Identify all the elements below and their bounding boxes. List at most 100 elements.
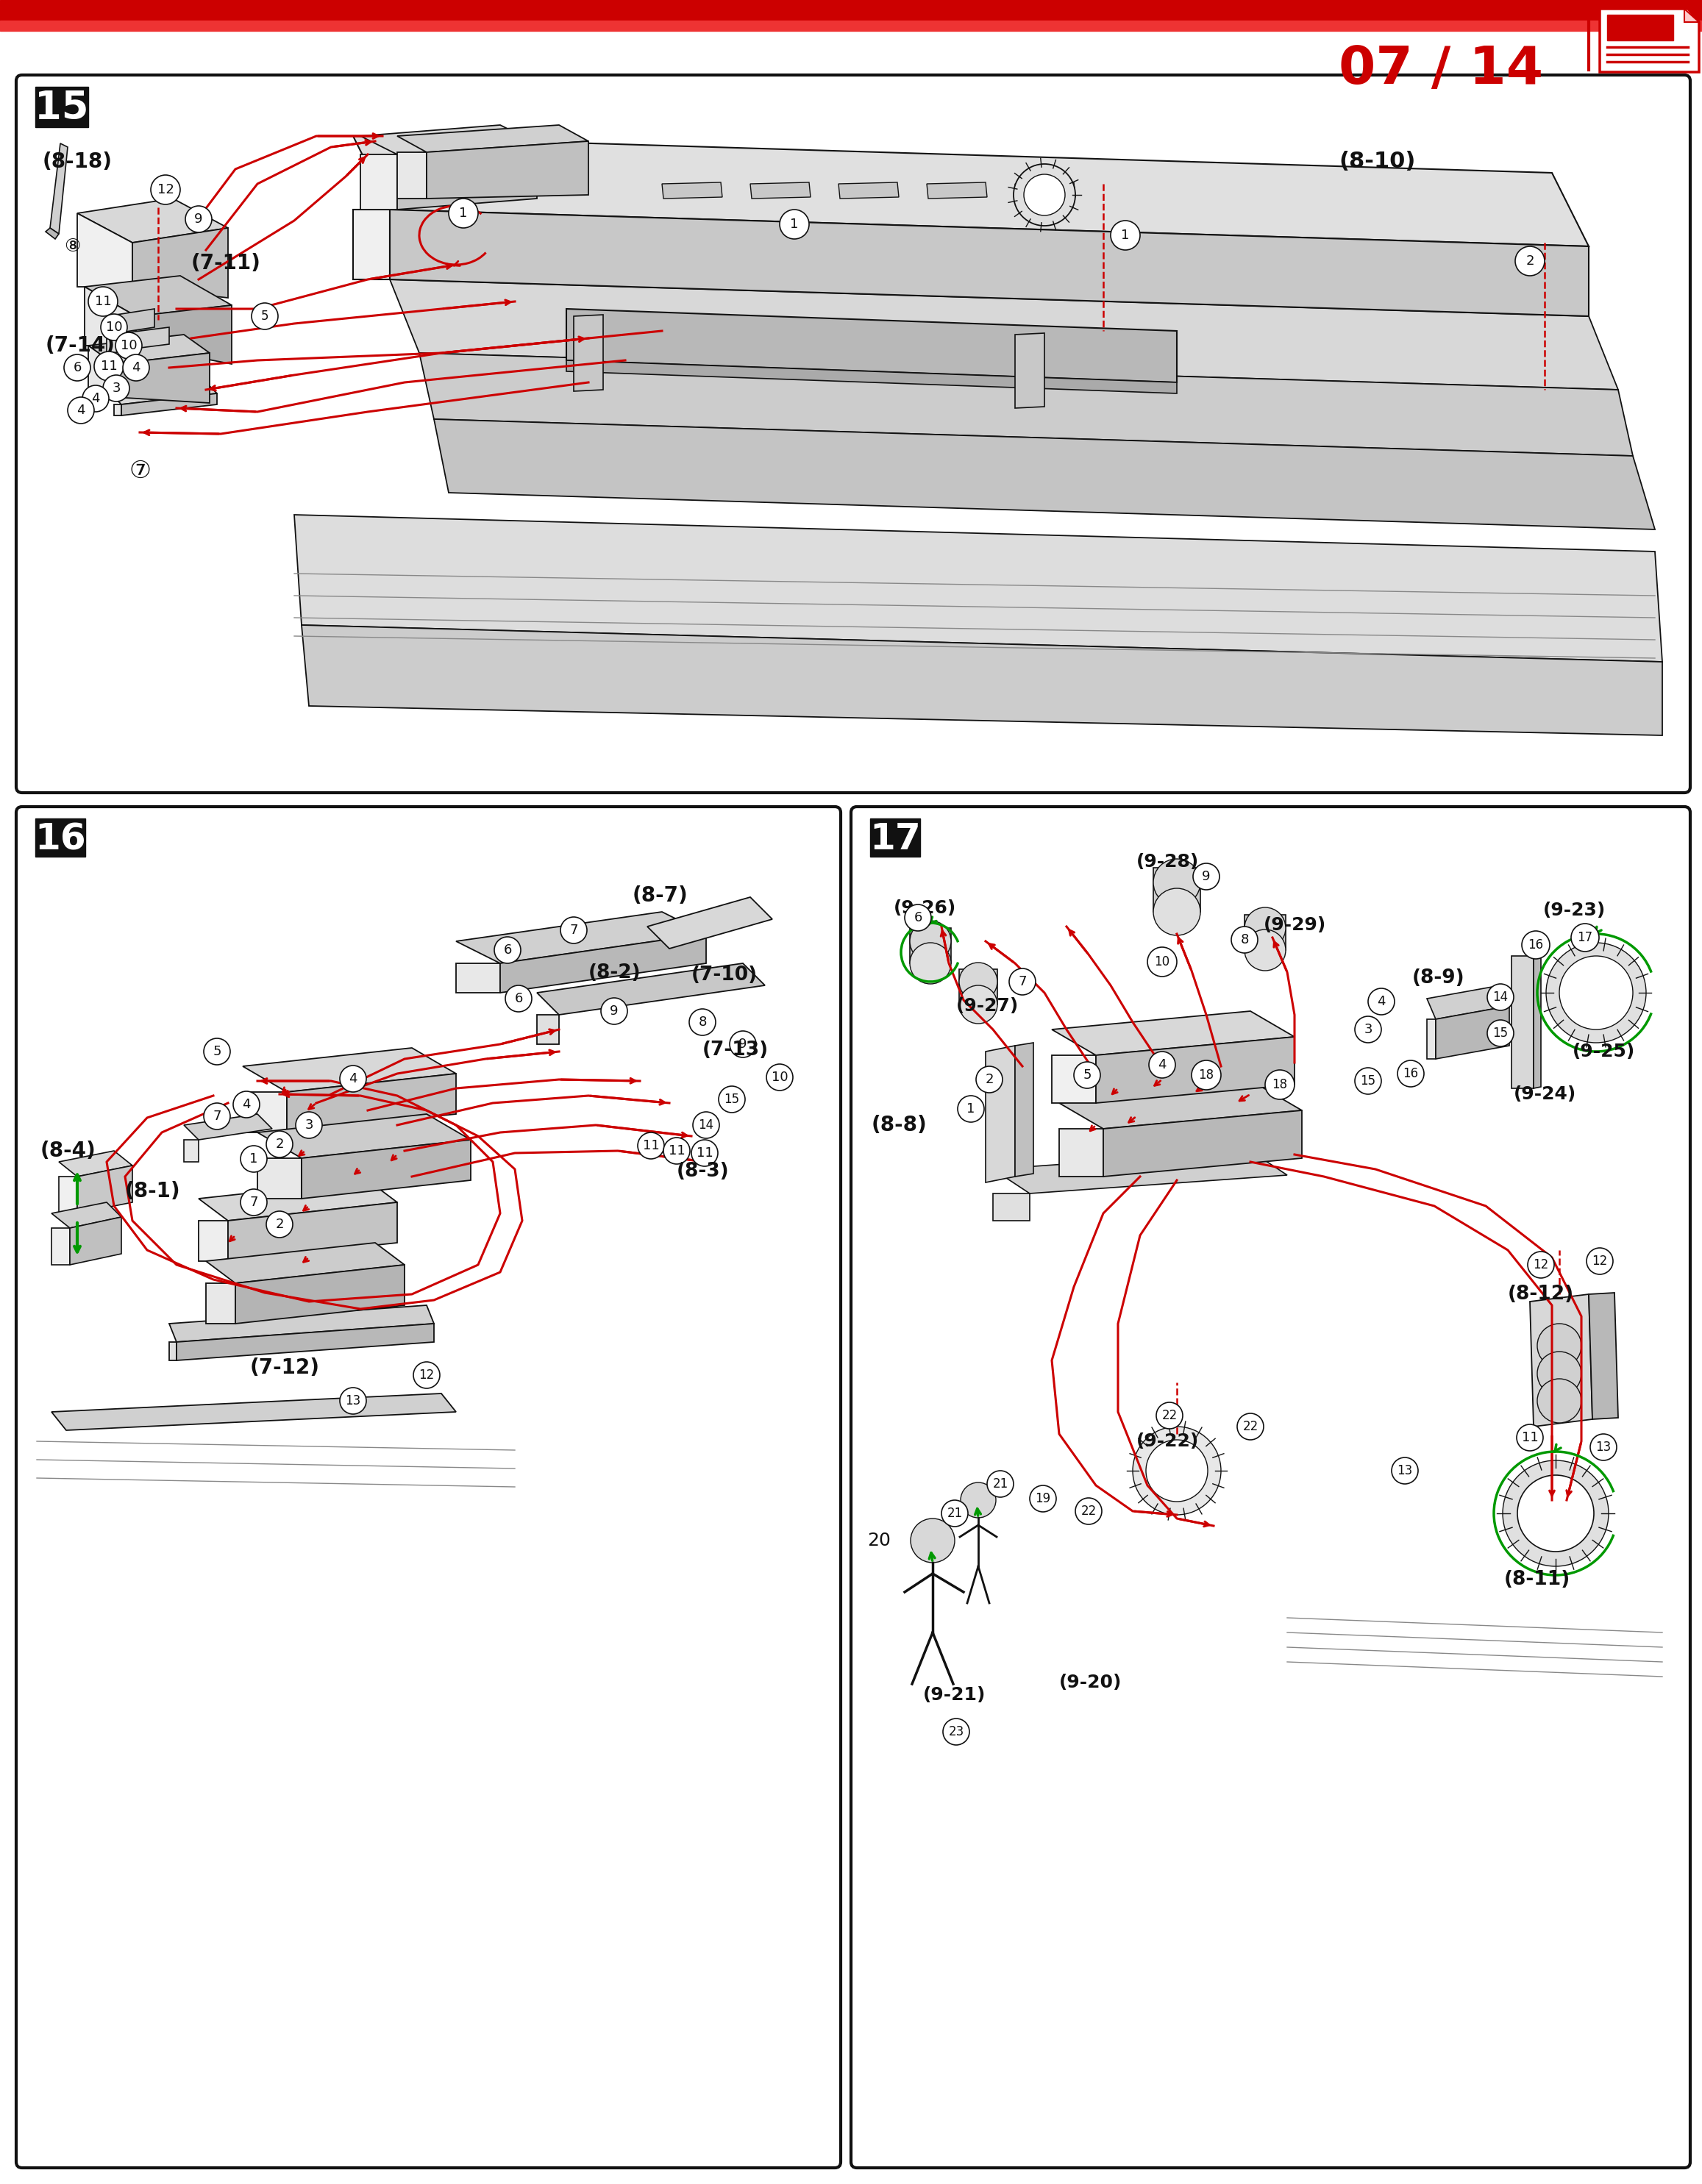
Text: 21: 21 [946, 1507, 963, 1520]
Text: ⑦: ⑦ [129, 459, 151, 483]
Circle shape [975, 1066, 1002, 1092]
FancyBboxPatch shape [851, 806, 1690, 2169]
Circle shape [414, 1363, 439, 1389]
Circle shape [1156, 1402, 1183, 1428]
Polygon shape [361, 124, 536, 155]
Text: 13: 13 [1596, 1441, 1612, 1455]
Text: (8-11): (8-11) [1505, 1570, 1571, 1590]
Circle shape [960, 963, 997, 1000]
Polygon shape [1436, 1007, 1510, 1059]
Polygon shape [51, 1203, 121, 1227]
Circle shape [1244, 930, 1285, 970]
Text: 7: 7 [250, 1195, 259, 1210]
Text: 15: 15 [1360, 1075, 1375, 1088]
Polygon shape [427, 142, 589, 199]
Polygon shape [1014, 1042, 1033, 1177]
Text: 3: 3 [1363, 1022, 1372, 1035]
Circle shape [68, 397, 94, 424]
Text: 6: 6 [514, 992, 523, 1005]
Circle shape [65, 354, 90, 380]
Circle shape [1191, 1061, 1220, 1090]
Circle shape [1397, 1061, 1425, 1088]
Text: 5: 5 [213, 1044, 221, 1059]
Text: (9-27): (9-27) [957, 998, 1019, 1016]
Polygon shape [257, 1114, 471, 1158]
Polygon shape [992, 1192, 1030, 1221]
Text: 12: 12 [157, 183, 174, 197]
Polygon shape [206, 1243, 405, 1284]
Text: 7: 7 [1018, 974, 1026, 989]
Circle shape [1518, 1474, 1593, 1551]
Circle shape [987, 1470, 1014, 1498]
Polygon shape [235, 1265, 405, 1324]
Text: (8-9): (8-9) [1413, 968, 1465, 987]
Polygon shape [419, 354, 1632, 456]
Polygon shape [839, 183, 899, 199]
Text: 9: 9 [194, 212, 203, 225]
Text: 5: 5 [260, 310, 269, 323]
Polygon shape [1096, 1037, 1295, 1103]
Polygon shape [133, 227, 228, 297]
Text: 11: 11 [643, 1140, 659, 1153]
Text: (9-28): (9-28) [1137, 854, 1200, 871]
Text: 1: 1 [460, 207, 468, 221]
Text: 2: 2 [1525, 253, 1534, 269]
Text: 16: 16 [1402, 1068, 1418, 1081]
Text: 1: 1 [250, 1153, 259, 1166]
Circle shape [1586, 1247, 1613, 1275]
Circle shape [104, 376, 129, 402]
Polygon shape [177, 1324, 434, 1361]
Polygon shape [1426, 985, 1510, 1020]
Polygon shape [301, 1140, 471, 1199]
Text: 14: 14 [698, 1118, 713, 1131]
Bar [0, 20, 1702, 31]
Polygon shape [77, 199, 228, 242]
Text: (8-8): (8-8) [871, 1114, 928, 1136]
Circle shape [943, 1719, 970, 1745]
Polygon shape [1059, 1085, 1302, 1129]
Polygon shape [107, 308, 155, 334]
Text: 19: 19 [1035, 1492, 1050, 1505]
Text: 4: 4 [349, 1072, 357, 1085]
Circle shape [958, 1096, 984, 1123]
Circle shape [1025, 175, 1065, 216]
Polygon shape [911, 928, 951, 963]
Text: (8-1): (8-1) [124, 1182, 180, 1201]
FancyBboxPatch shape [17, 74, 1690, 793]
Polygon shape [1600, 9, 1699, 72]
Polygon shape [1685, 9, 1699, 22]
Circle shape [1076, 1498, 1101, 1524]
Circle shape [82, 384, 109, 413]
Circle shape [1014, 164, 1076, 225]
Polygon shape [301, 625, 1663, 736]
Text: 20: 20 [868, 1531, 890, 1548]
Text: 12: 12 [1591, 1254, 1608, 1267]
Text: (8-4): (8-4) [41, 1140, 97, 1162]
Polygon shape [536, 963, 764, 1016]
Text: 6: 6 [73, 360, 82, 373]
Polygon shape [114, 387, 216, 404]
Text: (7-11): (7-11) [191, 253, 260, 273]
Text: 6: 6 [504, 943, 512, 957]
Text: 4: 4 [1157, 1059, 1166, 1072]
Circle shape [960, 1483, 996, 1518]
Circle shape [780, 210, 808, 238]
Circle shape [1368, 989, 1394, 1016]
Text: 16: 16 [34, 821, 85, 856]
Polygon shape [352, 135, 1588, 247]
Text: (7-12): (7-12) [250, 1358, 320, 1378]
Circle shape [340, 1387, 366, 1413]
Polygon shape [60, 1151, 133, 1177]
Polygon shape [243, 1092, 288, 1133]
Text: 22: 22 [1081, 1505, 1096, 1518]
Circle shape [1355, 1068, 1382, 1094]
Text: 1: 1 [967, 1103, 975, 1116]
Text: 7: 7 [213, 1109, 221, 1123]
Polygon shape [1014, 183, 1076, 199]
Polygon shape [390, 280, 1619, 389]
Polygon shape [985, 1046, 1014, 1182]
Text: (9-29): (9-29) [1263, 917, 1326, 935]
Circle shape [340, 1066, 366, 1092]
Polygon shape [243, 1048, 456, 1092]
Polygon shape [49, 144, 68, 234]
